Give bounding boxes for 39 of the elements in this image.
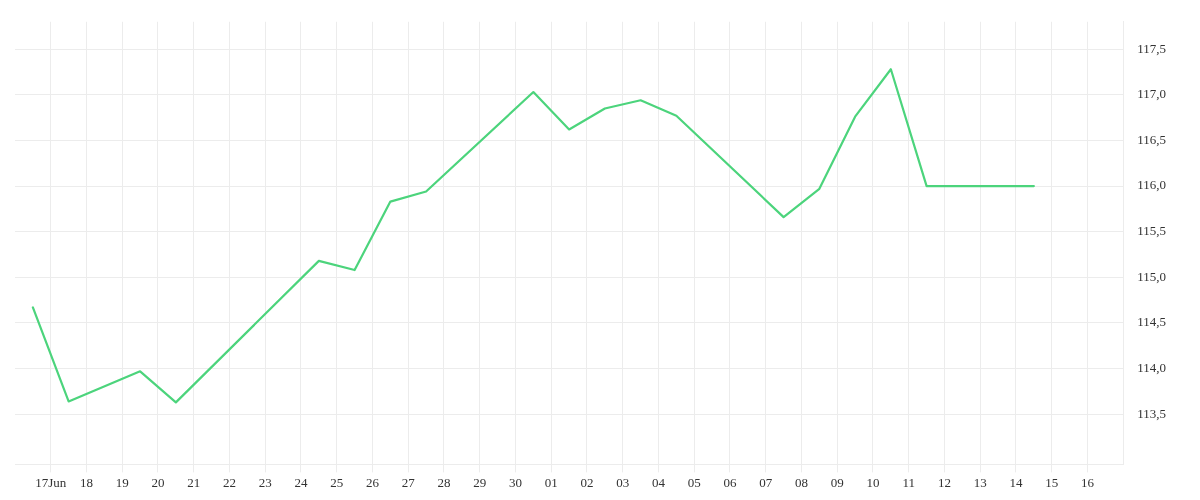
x-tick-label: 13 bbox=[973, 474, 987, 490]
y-tick-label: 115,0 bbox=[1137, 268, 1167, 284]
x-tick-label: 26 bbox=[365, 474, 380, 490]
x-tick-label: 03 bbox=[616, 474, 630, 490]
x-tick-label: 02 bbox=[580, 474, 594, 490]
x-tick-label: 05 bbox=[687, 474, 701, 490]
x-tick-label: 24 bbox=[294, 474, 308, 490]
x-tick-label: 08 bbox=[794, 474, 808, 490]
x-tick-label: 09 bbox=[830, 474, 844, 490]
x-tick-label: 10 bbox=[866, 474, 880, 490]
y-tick-label: 117,5 bbox=[1137, 40, 1167, 56]
x-tick-label: 25 bbox=[330, 474, 344, 490]
x-tick-label: 11 bbox=[902, 474, 915, 490]
y-tick-label: 116,0 bbox=[1137, 177, 1167, 193]
y-tick-label: 113,5 bbox=[1137, 405, 1167, 421]
x-tick-label: 15 bbox=[1045, 474, 1059, 490]
x-tick-label: 01 bbox=[544, 474, 558, 490]
y-tick-label: 117,0 bbox=[1137, 86, 1167, 102]
x-tick-label: 16 bbox=[1080, 474, 1095, 490]
x-tick-label: 23 bbox=[258, 474, 272, 490]
x-tick-label: 28 bbox=[437, 474, 451, 490]
y-tick-label: 116,5 bbox=[1137, 131, 1167, 147]
y-tick-label: 114,0 bbox=[1137, 360, 1167, 375]
x-tick-label: 18 bbox=[80, 474, 93, 490]
x-tick-label: 21 bbox=[187, 474, 201, 490]
x-tick-label: 06 bbox=[723, 474, 737, 490]
y-tick-label: 115,5 bbox=[1137, 223, 1167, 239]
x-tick-label: 20 bbox=[151, 474, 165, 490]
x-tick-label: 22 bbox=[223, 474, 236, 490]
x-tick-label: 19 bbox=[115, 474, 129, 490]
x-tick-label: 04 bbox=[651, 474, 666, 490]
x-tick-label: 29 bbox=[473, 474, 487, 490]
x-tick-label: 12 bbox=[937, 474, 951, 490]
x-tick-label: 14 bbox=[1009, 474, 1023, 490]
x-tick-label: 27 bbox=[401, 474, 416, 490]
x-tick-label: 30 bbox=[508, 474, 522, 490]
x-tick-label: 07 bbox=[759, 474, 773, 490]
y-tick-label: 114,5 bbox=[1137, 314, 1167, 330]
x-tick-label: 17Jun bbox=[35, 474, 67, 490]
